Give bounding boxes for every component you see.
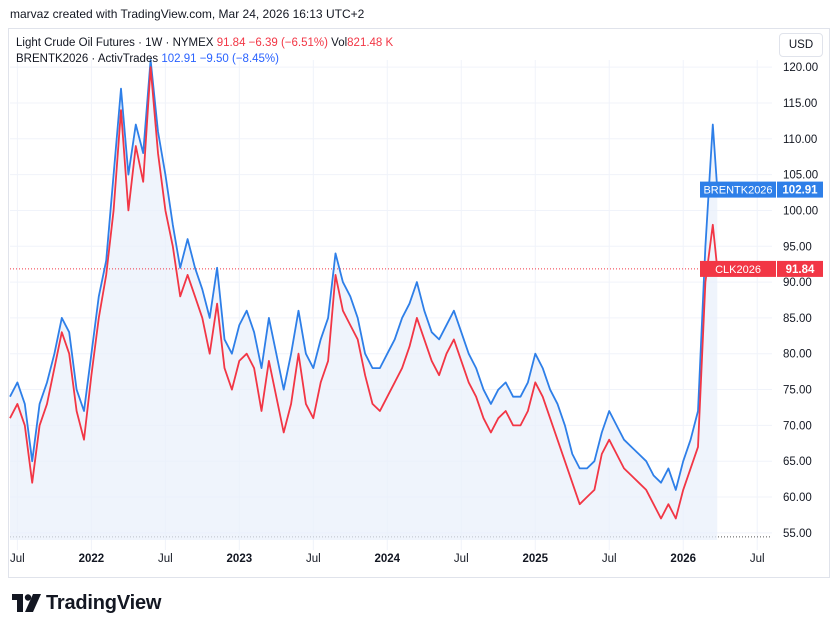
last-label-name: BRENTK2026 (703, 185, 772, 197)
tradingview-logo-icon (12, 594, 41, 612)
y-tick-label: 95.00 (783, 241, 812, 253)
y-tick-label: 70.00 (783, 420, 812, 432)
y-tick-label: 65.00 (783, 456, 812, 468)
last-label-value: 91.84 (786, 264, 815, 276)
last-label-value-bg (777, 260, 823, 277)
top-bar: marvaz created with TradingView.com, Mar… (0, 0, 839, 28)
x-tick-label: 2024 (375, 553, 401, 565)
legend-row-brent[interactable]: BRENTK2026 · ActivTrades 102.91 −9.50 (−… (16, 51, 393, 67)
x-tick-label: 2025 (522, 553, 548, 565)
y-tick-label: 80.00 (783, 349, 812, 361)
legend-row-wti[interactable]: Light Crude Oil Futures · 1W · NYMEX 91.… (16, 35, 393, 51)
x-tick-label: Jul (158, 553, 173, 565)
legend-wti-change: −6.39 (−6.51%) (248, 37, 328, 49)
y-tick-label: 90.00 (783, 277, 812, 289)
y-tick-label: 75.00 (783, 385, 812, 397)
last-label-value-bg (777, 181, 823, 198)
created-by-text: marvaz created with TradingView.com, Mar… (10, 7, 365, 21)
legend-brent-name: BRENTK2026 · ActivTrades (16, 53, 159, 65)
legend-wti-price: 91.84 (216, 37, 246, 49)
legend-wti-name: Light Crude Oil Futures · 1W · NYMEX (16, 37, 214, 49)
y-tick-label: 105.00 (783, 170, 818, 182)
chart-panel (8, 28, 830, 578)
currency-button[interactable]: USD (779, 33, 823, 57)
last-label-name-bg (700, 181, 776, 198)
y-tick-label: 85.00 (783, 313, 812, 325)
tradingview-brand[interactable]: TradingView (12, 590, 161, 616)
x-tick-label: 2023 (227, 553, 253, 565)
y-tick-label: 115.00 (783, 98, 817, 110)
last-label-name: CLK2026 (715, 264, 761, 276)
x-tick-label: Jul (10, 553, 25, 565)
last-label-name-bg (700, 260, 776, 277)
legend-wti-vol-label: Vol (331, 37, 348, 49)
y-tick-label: 110.00 (783, 134, 817, 146)
x-tick-label: 2026 (670, 553, 696, 565)
brand-name: TradingView (46, 591, 162, 614)
chart-legend: Light Crude Oil Futures · 1W · NYMEX 91.… (16, 35, 393, 67)
y-tick-label: 120.00 (783, 62, 818, 74)
y-tick-label: 55.00 (783, 528, 812, 540)
legend-wti-vol-value: 821.48 K (347, 37, 394, 49)
x-tick-label: Jul (454, 553, 469, 565)
x-tick-label: Jul (306, 553, 321, 565)
x-tick-label: 2022 (79, 553, 105, 565)
y-tick-label: 60.00 (783, 492, 812, 504)
x-tick-label: Jul (750, 553, 765, 565)
x-tick-label: Jul (602, 553, 617, 565)
last-label-value: 102.91 (782, 185, 818, 197)
legend-brent-price: 102.91 (161, 53, 197, 65)
legend-brent-change: −9.50 (−8.45%) (199, 53, 279, 65)
series-line-wti (9, 66, 719, 520)
y-tick-label: 100.00 (783, 205, 818, 217)
brent-area-fill (10, 60, 718, 540)
series-line-brent (9, 59, 719, 491)
